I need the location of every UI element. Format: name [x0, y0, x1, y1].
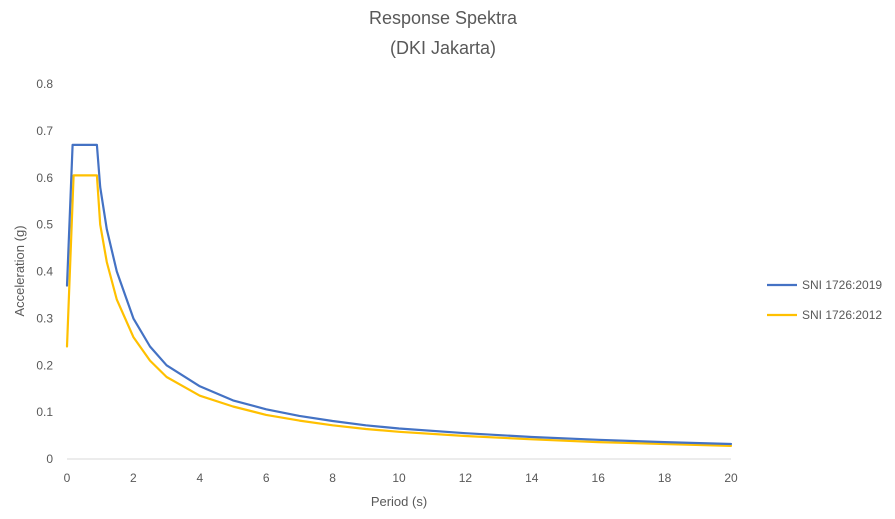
y-tick-label: 0.6: [36, 171, 53, 185]
y-tick-label: 0.3: [36, 311, 53, 325]
x-tick-label: 2: [130, 471, 137, 485]
y-tick-label: 0: [46, 452, 53, 466]
y-tick-label: 0.1: [36, 405, 53, 419]
legend-label: SNI 1726:2019: [802, 278, 882, 292]
series-line: [65, 143, 733, 446]
y-tick-label: 0.2: [36, 358, 53, 372]
legend-label: SNI 1726:2012: [802, 308, 882, 322]
y-axis-label: Acceleration (g): [12, 225, 27, 316]
y-tick-label: 0.7: [36, 124, 53, 138]
y-tick-label: 0.8: [36, 77, 53, 91]
x-tick-label: 18: [658, 471, 672, 485]
series-line: [65, 174, 733, 447]
x-tick-label: 0: [64, 471, 71, 485]
plot-area: 0 0.1 0.2 0.3 0.4 0.5 0.6 0.7 0.8 0 2 4 6 8 10 12 14 16 18…: [36, 77, 738, 485]
x-tick-label: 10: [392, 471, 406, 485]
x-tick-label: 20: [724, 471, 738, 485]
y-tick-label: 0.5: [36, 218, 53, 232]
y-tick-label: 0.4: [36, 265, 53, 279]
x-tick-label: 8: [329, 471, 336, 485]
x-tick-label: 14: [525, 471, 539, 485]
x-tick-label: 4: [196, 471, 203, 485]
x-tick-label: 6: [263, 471, 270, 485]
legend: SNI 1726:2019 SNI 1726:2012: [767, 278, 882, 322]
x-tick-label: 12: [459, 471, 473, 485]
chart-title: Response Spektra: [369, 8, 518, 28]
x-tick-label: 16: [592, 471, 606, 485]
x-axis-label: Period (s): [371, 494, 427, 509]
chart-subtitle: (DKI Jakarta): [390, 38, 496, 58]
